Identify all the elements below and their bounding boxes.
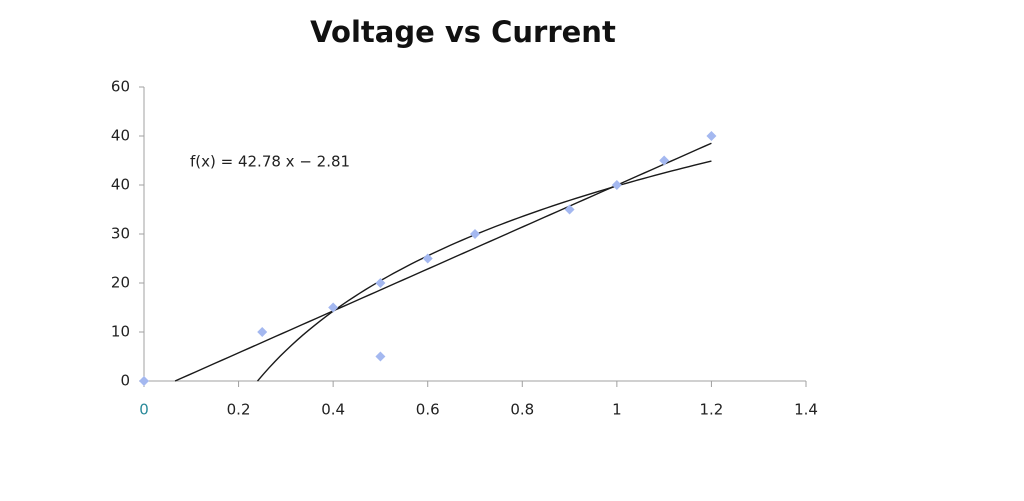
y-tick-label: 40 (111, 127, 130, 145)
x-tick-label: 0.8 (510, 401, 534, 419)
y-tick-label: 20 (111, 274, 130, 292)
data-point (706, 131, 717, 141)
data-point (257, 327, 268, 337)
annotation: f(x) = 42.78 x − 2.81 (190, 153, 350, 171)
chart-title: Voltage vs Current (310, 15, 616, 49)
x-tick-label: 1.2 (699, 401, 723, 419)
x-tick-label: 0.4 (321, 401, 345, 419)
x-tick-label: 0.6 (416, 401, 440, 419)
x-tick-label: 0.2 (227, 401, 251, 419)
data-point (375, 351, 386, 362)
trendline (174, 142, 712, 382)
x-tick-label: 0 (139, 401, 149, 419)
trendline (256, 160, 712, 382)
x-tick-label: 1.4 (794, 401, 818, 419)
y-tick-label: 10 (111, 323, 130, 341)
y-tick-label: 60 (111, 78, 130, 96)
data-point (375, 278, 386, 288)
y-tick-label: 40 (111, 176, 130, 194)
data-point (422, 253, 433, 264)
data-point (611, 180, 622, 190)
data-point (470, 229, 480, 239)
x-tick-label: 1 (612, 401, 622, 419)
data-point (564, 204, 575, 215)
data-point (139, 376, 149, 386)
data-point (328, 302, 339, 313)
y-tick-label: 0 (120, 372, 130, 390)
data-point (659, 155, 670, 166)
y-tick-label: 30 (111, 225, 130, 243)
